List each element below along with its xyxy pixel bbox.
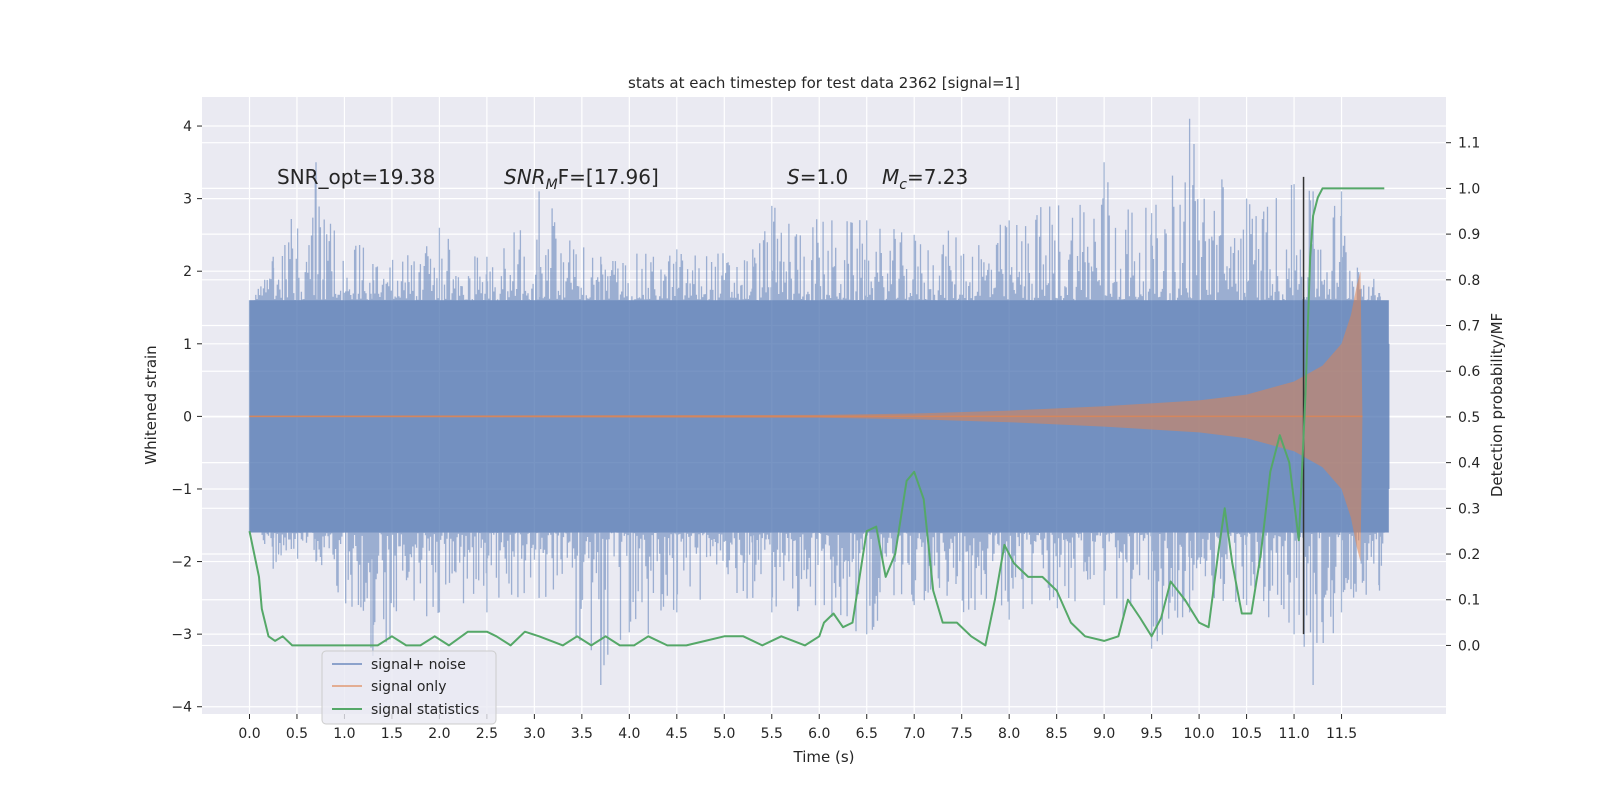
legend-box xyxy=(321,650,497,725)
x-tick-label: 1.0 xyxy=(333,726,355,742)
x-tick-label: 5.5 xyxy=(761,726,783,742)
x-tick-label: 5.0 xyxy=(713,726,735,742)
legend-label-noise: signal+ noise xyxy=(371,657,466,673)
x-tick-label: 0.5 xyxy=(286,726,308,742)
x-tick-label: 10.5 xyxy=(1231,726,1262,742)
statistics-line xyxy=(248,187,1385,647)
x-tick-label: 3.5 xyxy=(571,726,593,742)
y2-tick-label: 0.0 xyxy=(1458,638,1480,654)
annotation-mc: Mc=7.23 xyxy=(882,165,968,193)
y-tick-label: 2 xyxy=(183,264,192,280)
x-tick-label: 2.0 xyxy=(428,726,450,742)
annotation-mc-italic: M xyxy=(882,165,899,189)
annotation-snr-mf-rest: F=[17.96] xyxy=(558,165,659,189)
x-tick-label: 9.0 xyxy=(1093,726,1115,742)
annotation-snr-opt: SNR_opt=19.38 xyxy=(277,165,435,189)
x-tick-label: 8.0 xyxy=(998,726,1020,742)
y2-tick-label: 0.5 xyxy=(1458,410,1480,426)
annotation-snr-mf-sub: M xyxy=(546,177,558,193)
y-tick-label: −4 xyxy=(171,700,192,716)
y-tick-label: −3 xyxy=(171,627,192,643)
legend-label-statistics: signal statistics xyxy=(371,702,479,718)
x-tick-label: 7.0 xyxy=(903,726,925,742)
annotation-mc-sub: c xyxy=(899,177,907,193)
y2-tick-label: 0.7 xyxy=(1458,319,1480,335)
x-axis-label: Time (s) xyxy=(793,748,855,766)
x-tick-label: 4.5 xyxy=(666,726,688,742)
y2-tick-label: 0.2 xyxy=(1458,547,1480,563)
x-tick-label: 7.5 xyxy=(951,726,973,742)
annotation-mc-rest: =7.23 xyxy=(907,165,968,189)
y-tick-label: 3 xyxy=(183,192,192,208)
y-tick-label: 4 xyxy=(183,119,192,135)
y-axis-label: Whitened strain xyxy=(142,345,160,464)
x-tick-label: 0.0 xyxy=(238,726,260,742)
x-tick-label: 6.5 xyxy=(856,726,878,742)
legend: signal+ noise signal only signal statist… xyxy=(321,650,497,725)
x-tick-label: 3.0 xyxy=(523,726,545,742)
x-tick-label: 9.5 xyxy=(1140,726,1162,742)
legend-label-signal: signal only xyxy=(371,679,446,695)
axes-layer: 0.0 0.5 1.0 1.5 2.0 2.5 3.0 3.5 4.0 4.5 5.0 5.5 6.0 6… xyxy=(171,119,1480,742)
x-tick-label: 6.0 xyxy=(808,726,830,742)
y2-tick-label: 0.1 xyxy=(1458,593,1480,609)
x-tick-label: 1.5 xyxy=(381,726,403,742)
x-tick-label: 11.5 xyxy=(1326,726,1357,742)
annotation-group: SNR_opt=19.38 SNRMF=[17.96] S=1.0 Mc=7.2… xyxy=(277,165,968,193)
y2-axis-label: Detection probability/MF xyxy=(1488,313,1506,497)
y-tick-label: 0 xyxy=(183,409,192,425)
annotation-s-italic: S xyxy=(787,165,800,189)
x-tick-label: 2.5 xyxy=(476,726,498,742)
y2-tick-label: 0.8 xyxy=(1458,273,1480,289)
y2-tick-label: 0.3 xyxy=(1458,501,1480,517)
y2-tick-label: 0.6 xyxy=(1458,364,1480,380)
y-tick-label: 1 xyxy=(183,337,192,353)
signal-only-series xyxy=(249,271,1363,562)
y2-tick-label: 1.1 xyxy=(1458,136,1480,152)
x-tick-label: 8.5 xyxy=(1046,726,1068,742)
x-tick-label: 10.0 xyxy=(1184,726,1215,742)
y2-tick-label: 0.9 xyxy=(1458,227,1480,243)
y2-tick-label: 0.4 xyxy=(1458,456,1480,472)
y-tick-label: −2 xyxy=(171,555,192,571)
x-tick-label: 4.0 xyxy=(618,726,640,742)
annotation-snr-mf-italic: SNR xyxy=(504,165,546,189)
annotation-s: S=1.0 xyxy=(787,165,848,189)
annotation-snr-mf: SNRMF=[17.96] xyxy=(504,165,659,193)
signal-statistics-series xyxy=(248,187,1385,647)
x-tick-label: 11.0 xyxy=(1278,726,1309,742)
chart-title: stats at each timestep for test data 236… xyxy=(628,74,1020,92)
y2-tick-label: 1.0 xyxy=(1458,181,1480,197)
y-tick-label: −1 xyxy=(171,482,192,498)
annotation-s-rest: =1.0 xyxy=(800,165,849,189)
